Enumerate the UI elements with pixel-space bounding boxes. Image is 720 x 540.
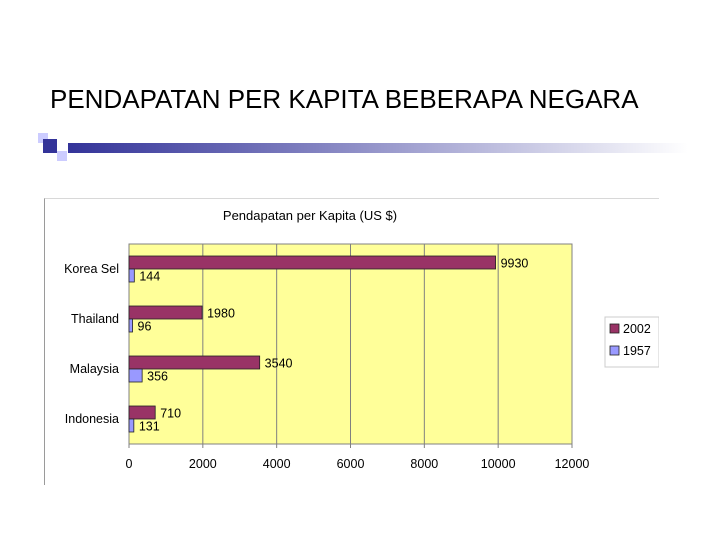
bar-1957 <box>128 368 143 383</box>
data-label: 131 <box>139 420 160 434</box>
slide-title: PENDAPATAN PER KAPITA BEBERAPA NEGARA <box>50 84 639 114</box>
data-label: 3540 <box>265 357 293 371</box>
legend-label: 2002 <box>623 322 651 336</box>
legend-swatch <box>609 345 620 356</box>
bar-2002 <box>128 405 156 420</box>
legend-swatch <box>609 323 620 334</box>
x-tick-label: 10000 <box>481 457 516 471</box>
bar-1957 <box>128 268 135 283</box>
x-tick-label: 12000 <box>555 457 590 471</box>
data-label: 710 <box>160 407 181 421</box>
x-tick-labels: 0 2000 4000 6000 8000 10000 12000 <box>126 457 590 471</box>
category-label: Thailand <box>71 312 119 326</box>
x-tick-label: 2000 <box>189 457 217 471</box>
category-label: Malaysia <box>70 362 119 376</box>
category-labels: Korea Sel Thailand Malaysia Indonesia <box>64 262 119 426</box>
grid-lines <box>128 244 573 448</box>
bar-1957 <box>128 318 133 333</box>
data-label: 144 <box>139 270 160 284</box>
data-label: 1980 <box>207 307 235 321</box>
x-tick-label: 0 <box>126 457 133 471</box>
data-label: 96 <box>138 320 152 334</box>
legend: 2002 1957 <box>604 316 660 368</box>
legend-label: 1957 <box>623 344 651 358</box>
bar-2002 <box>128 355 261 370</box>
deco-gradient-bar <box>68 143 688 153</box>
bar-chart: Pendapatan per Kapita (US $) 9930 144 1980… <box>64 208 660 471</box>
deco-square <box>38 133 48 143</box>
category-label: Korea Sel <box>64 262 119 276</box>
deco-square <box>57 151 67 161</box>
data-label: 9930 <box>501 257 529 271</box>
bar-2002 <box>128 255 496 270</box>
bar-1957 <box>128 418 135 433</box>
bar-2002 <box>128 305 203 320</box>
category-label: Indonesia <box>65 412 119 426</box>
deco-square <box>43 139 57 153</box>
x-tick-label: 8000 <box>410 457 438 471</box>
chart-frame: Pendapatan per Kapita (US $) 9930 144 1980… <box>44 198 660 485</box>
x-tick-label: 4000 <box>263 457 291 471</box>
x-tick-label: 6000 <box>337 457 365 471</box>
title-decoration <box>38 133 688 161</box>
data-label: 356 <box>147 370 168 384</box>
chart-title: Pendapatan per Kapita (US $) <box>223 208 397 223</box>
